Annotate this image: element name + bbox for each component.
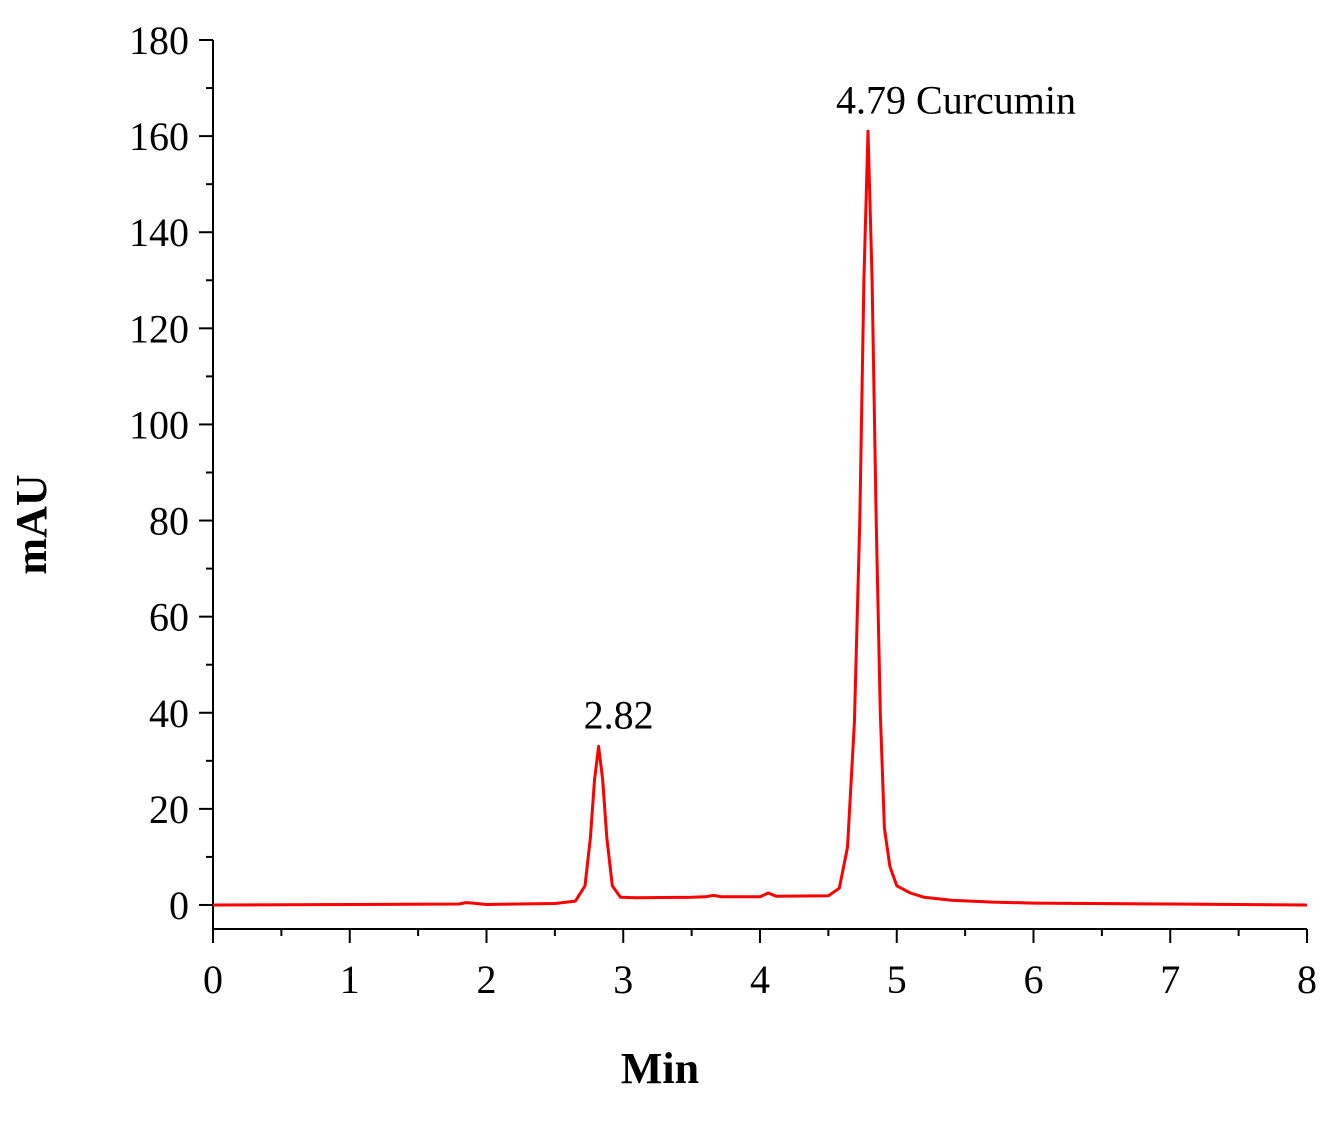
x-axis-title: Min	[621, 1044, 699, 1093]
y-tick-label: 40	[149, 691, 189, 736]
series-line	[212, 129, 1308, 907]
x-tick-label: 2	[477, 957, 497, 1002]
y-tick-label: 80	[149, 499, 189, 544]
y-tick-label: 60	[149, 595, 189, 640]
peak-label: 4.79 Curcumin	[836, 77, 1076, 122]
y-tick-label: 120	[129, 306, 189, 351]
y-axis-title: mAU	[7, 474, 56, 574]
annotation-layer: 2.82 4.79 Curcumin	[584, 77, 1076, 737]
x-tick-label: 7	[1160, 957, 1180, 1002]
y-tick-label: 0	[169, 883, 189, 928]
series-layer	[212, 129, 1308, 907]
peak-label: 2.82	[584, 692, 654, 737]
x-tick-label: 0	[203, 957, 223, 1002]
y-tick-label: 140	[129, 210, 189, 255]
x-tick-label: 3	[613, 957, 633, 1002]
x-tick-label: 6	[1024, 957, 1044, 1002]
x-tick-label: 8	[1297, 957, 1317, 1002]
y-tick-label: 180	[129, 18, 189, 63]
x-tick-label: 5	[887, 957, 907, 1002]
y-ticks: 0 20 40 60 80 100 120 140 160 180	[129, 18, 213, 928]
y-tick-label: 20	[149, 787, 189, 832]
y-tick-label: 100	[129, 402, 189, 447]
y-tick-label: 160	[129, 114, 189, 159]
x-tick-label: 4	[750, 957, 770, 1002]
x-tick-label: 1	[340, 957, 360, 1002]
x-ticks: 0 1 2 3 4 5 6 7 8	[203, 929, 1317, 1002]
